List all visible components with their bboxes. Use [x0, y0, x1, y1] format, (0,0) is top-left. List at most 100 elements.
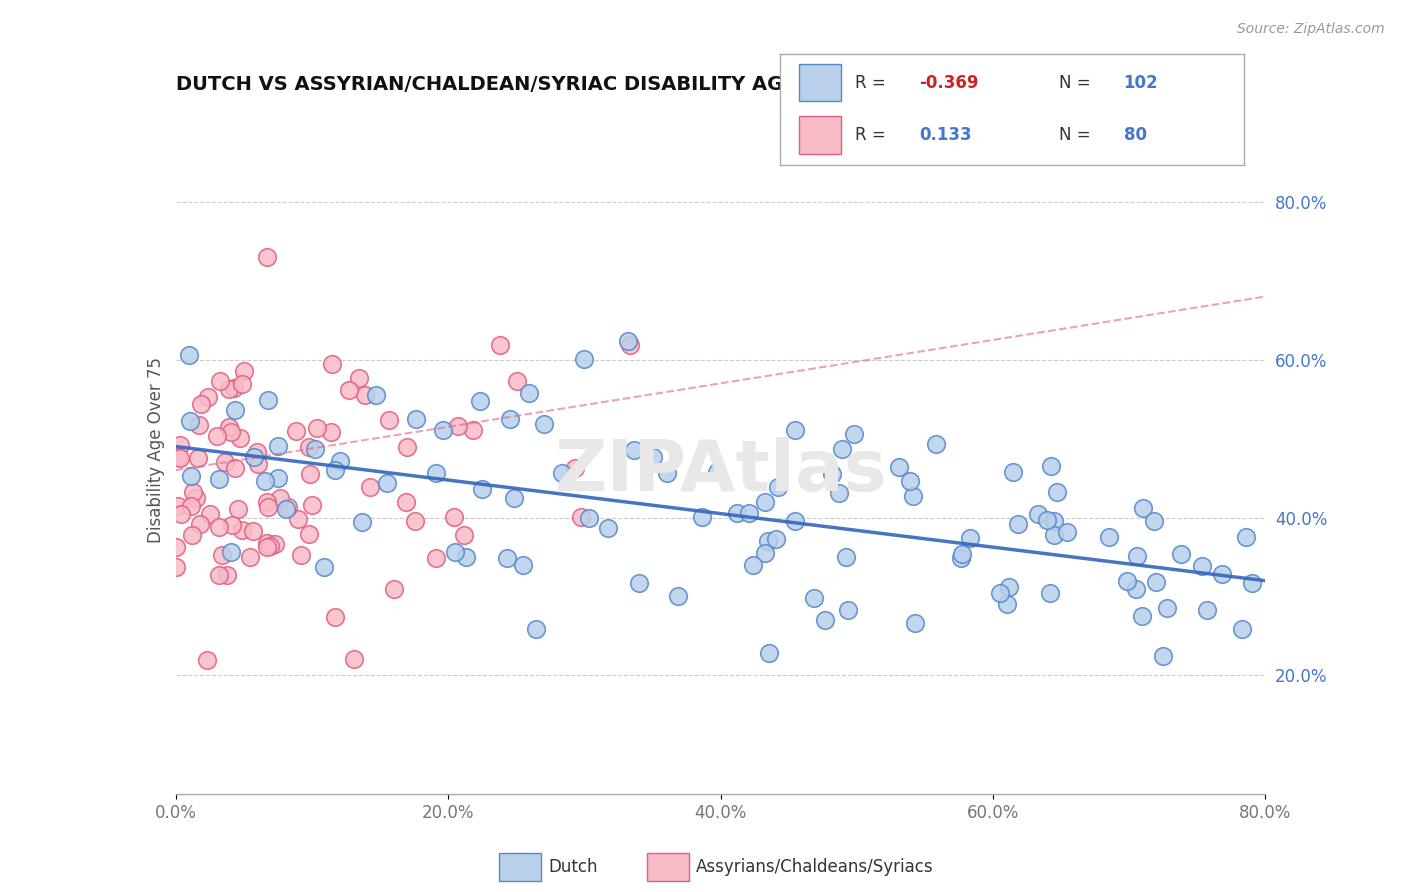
Point — [299, 467, 322, 481]
Point — [453, 528, 475, 542]
Point — [1130, 608, 1153, 623]
Point — [447, 419, 470, 434]
Point — [754, 546, 776, 560]
Point — [285, 425, 308, 439]
Point — [468, 394, 491, 409]
Point — [221, 518, 243, 533]
Point — [226, 501, 249, 516]
Point — [197, 390, 219, 404]
Point — [181, 484, 204, 499]
Point — [218, 382, 240, 396]
Point — [1211, 566, 1233, 581]
Point — [256, 495, 278, 509]
Point — [256, 540, 278, 554]
Point — [463, 423, 485, 437]
Point — [184, 491, 207, 506]
Text: ZIPAtlas: ZIPAtlas — [554, 436, 887, 506]
Point — [756, 533, 779, 548]
Point — [188, 517, 211, 532]
Point — [214, 455, 236, 469]
Text: N =: N = — [1059, 73, 1090, 92]
Point — [551, 466, 574, 480]
Point — [803, 591, 825, 606]
Point — [512, 558, 534, 573]
Point — [395, 494, 418, 508]
Point — [1125, 582, 1147, 597]
Point — [950, 547, 973, 561]
Point — [569, 510, 592, 524]
Point — [666, 589, 689, 603]
Point — [1040, 458, 1063, 473]
Point — [298, 441, 321, 455]
Point — [1191, 559, 1213, 574]
Point — [312, 559, 335, 574]
Text: 0.133: 0.133 — [920, 126, 972, 144]
Point — [1156, 600, 1178, 615]
Point — [1056, 524, 1078, 539]
Point — [959, 531, 981, 545]
Point — [257, 500, 280, 514]
Point — [1230, 623, 1253, 637]
Point — [359, 480, 381, 494]
Point — [655, 467, 678, 481]
Point — [443, 509, 465, 524]
Point — [619, 338, 641, 352]
Point — [1116, 574, 1139, 589]
Point — [246, 445, 269, 459]
Y-axis label: Disability Age Over 75: Disability Age Over 75 — [146, 358, 165, 543]
Point — [1039, 585, 1062, 599]
Point — [1026, 507, 1049, 521]
Point — [304, 442, 326, 457]
Bar — [799, 116, 841, 154]
Point — [1036, 512, 1059, 526]
Point — [224, 380, 246, 394]
Point — [384, 582, 406, 596]
Point — [242, 524, 264, 539]
Text: R =: R = — [855, 73, 886, 92]
Text: Source: ZipAtlas.com: Source: ZipAtlas.com — [1237, 22, 1385, 37]
Point — [267, 439, 290, 453]
Point — [831, 442, 853, 456]
Point — [1002, 465, 1025, 479]
Point — [323, 463, 346, 477]
Point — [844, 427, 866, 442]
Point — [690, 509, 713, 524]
Point — [364, 387, 387, 401]
Point — [765, 532, 787, 546]
Point — [287, 512, 309, 526]
Point — [405, 412, 427, 426]
Point — [1143, 514, 1166, 528]
Point — [323, 610, 346, 624]
Point — [889, 460, 911, 475]
Point — [224, 461, 246, 475]
Point — [396, 440, 419, 454]
Point — [263, 537, 285, 551]
Point — [239, 549, 262, 564]
Point — [564, 460, 586, 475]
Point — [1197, 602, 1219, 616]
Point — [725, 506, 748, 520]
Point — [524, 622, 547, 636]
Point — [186, 450, 208, 465]
Point — [180, 499, 202, 513]
Point — [499, 411, 522, 425]
Bar — [799, 63, 841, 102]
Point — [432, 424, 454, 438]
Point — [623, 442, 645, 457]
Point — [766, 480, 789, 494]
Point — [267, 471, 290, 485]
Point — [519, 386, 541, 401]
Point — [290, 548, 312, 562]
Point — [598, 521, 620, 535]
Point — [165, 560, 187, 574]
Point — [232, 364, 254, 378]
Point — [169, 450, 191, 465]
Point — [307, 421, 329, 435]
Point — [231, 377, 253, 392]
Text: DUTCH VS ASSYRIAN/CHALDEAN/SYRIAC DISABILITY AGE OVER 75 CORRELATION CHART: DUTCH VS ASSYRIAN/CHALDEAN/SYRIAC DISABI… — [176, 75, 1136, 95]
Text: -0.369: -0.369 — [920, 73, 979, 92]
Point — [207, 429, 229, 443]
Text: Dutch: Dutch — [548, 858, 598, 876]
Point — [444, 545, 467, 559]
Point — [208, 567, 231, 582]
